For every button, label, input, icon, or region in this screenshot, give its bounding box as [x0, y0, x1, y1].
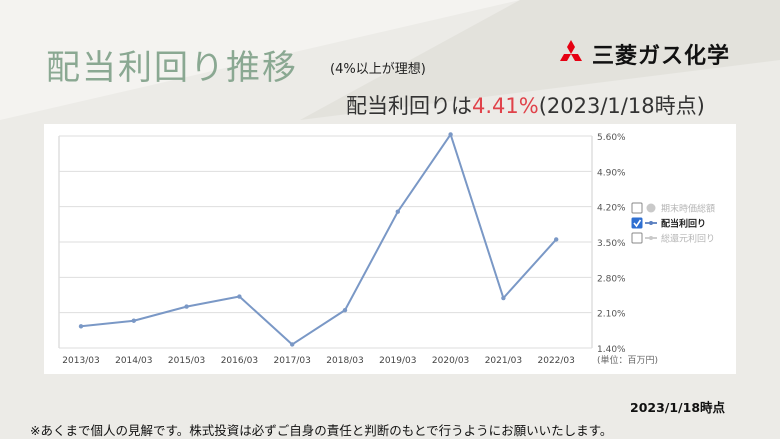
- series-line: [80, 133, 557, 346]
- y-tick-label: 3.50%: [597, 239, 626, 249]
- company-logo: 三菱ガス化学: [556, 38, 730, 70]
- y-tick-label: 4.90%: [597, 168, 626, 178]
- x-tick-label: 2013/03: [62, 356, 99, 366]
- data-point: [554, 237, 559, 242]
- data-point: [184, 304, 189, 309]
- chart-panel: 5.60% 4.90% 4.20% 3.50% 2.80% 2.10% 1.40% 2013/…: [44, 124, 736, 374]
- legend-checkbox: [631, 202, 643, 214]
- x-tick-label: 2019/03: [379, 356, 416, 366]
- legend-marker: [649, 236, 653, 240]
- x-tick-label: 2016/03: [221, 356, 258, 366]
- y-tick-label: 2.10%: [597, 310, 626, 320]
- date-note: 2023/1/18時点: [630, 400, 726, 415]
- x-tick-label: 2014/03: [115, 356, 152, 366]
- y-tick-label: 2.80%: [597, 274, 626, 284]
- x-tick-label: 2017/03: [274, 356, 311, 366]
- x-tick-label: 2021/03: [485, 356, 522, 366]
- check-icon: [633, 219, 642, 228]
- x-tick-label: 2020/03: [432, 356, 469, 366]
- unit-label: (単位：百万円): [597, 354, 658, 366]
- y-tick-label: 5.60%: [597, 133, 626, 143]
- yield-headline: 配当利回りは4.41%(2023/1/18時点): [346, 90, 705, 120]
- data-point: [78, 324, 84, 329]
- y-tick-label: 4.20%: [597, 204, 626, 214]
- legend-checkbox: [631, 232, 643, 244]
- yield-prefix: 配当利回りは: [346, 94, 472, 118]
- company-name: 三菱ガス化学: [592, 44, 731, 69]
- disclaimer-text: ※あくまで個人の見解です。株式投資は必ずご自身の責任と判断のもとで行うようにお願…: [30, 423, 613, 438]
- page-title: 配当利回り推移: [46, 48, 298, 88]
- y-tick-label: 1.40%: [597, 345, 626, 355]
- data-point: [448, 132, 453, 137]
- x-tick-label: 2015/03: [168, 356, 205, 366]
- data-point: [237, 294, 242, 299]
- yield-value: 4.41%: [472, 94, 539, 118]
- legend-label: 配当利回り: [661, 218, 706, 230]
- data-point: [290, 342, 295, 347]
- yield-line-chart: 5.60% 4.90% 4.20% 3.50% 2.80% 2.10% 1.40% 2013/…: [58, 132, 715, 366]
- legend-marker: [646, 203, 656, 213]
- yield-date: (2023/1/18時点): [538, 94, 705, 118]
- legend-label: 総還元利回り: [661, 233, 715, 245]
- legend-marker: [649, 221, 653, 225]
- data-point: [131, 318, 136, 323]
- data-point: [395, 209, 400, 214]
- legend-label: 期末時価総額: [661, 203, 715, 215]
- three-diamonds-icon: [560, 40, 582, 61]
- page-subtitle: (4%以上が理想): [330, 62, 426, 77]
- x-tick-label: 2022/03: [538, 356, 575, 366]
- data-point: [342, 307, 348, 313]
- data-point: [501, 295, 506, 301]
- x-tick-label: 2018/03: [326, 356, 363, 366]
